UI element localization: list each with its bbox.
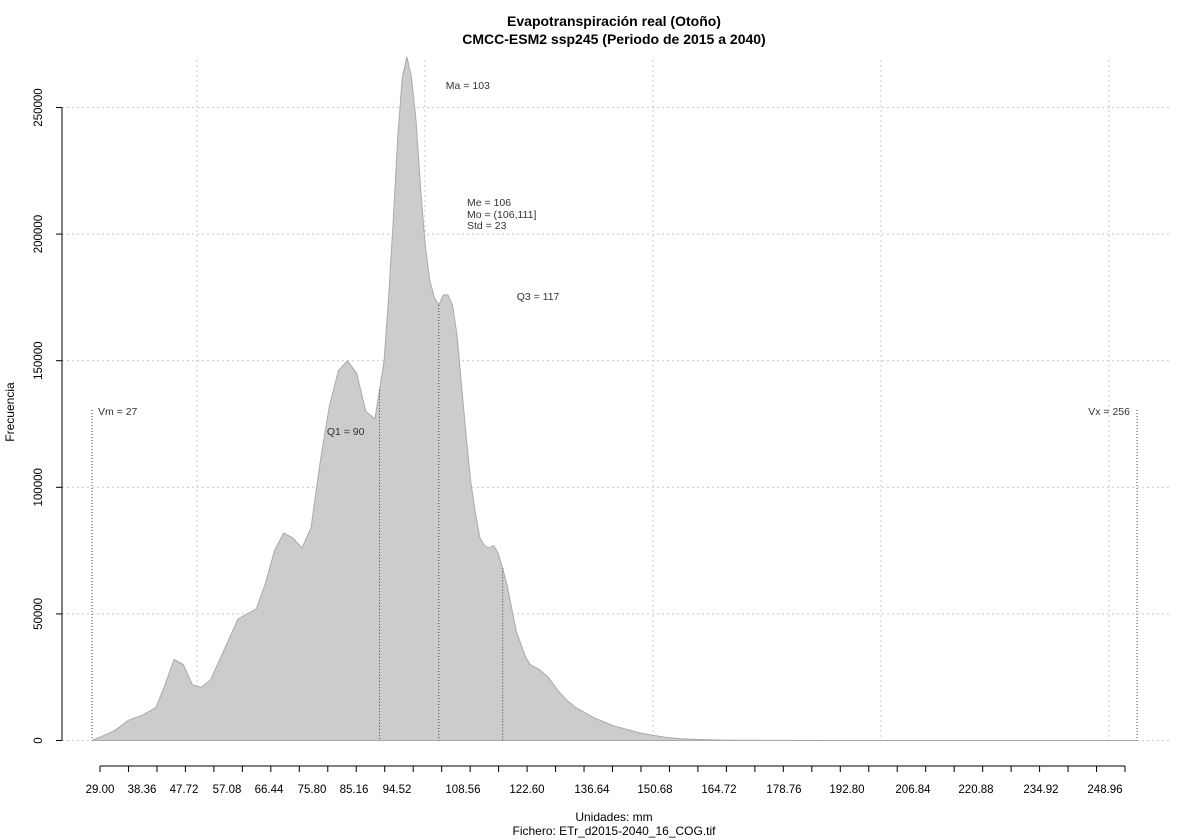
x-axis-title: Unidades: mm bbox=[575, 810, 652, 824]
y-tick-label: 150000 bbox=[33, 342, 45, 380]
marker-label-q3: Q3 = 117 bbox=[517, 291, 560, 303]
y-tick-label: 100000 bbox=[33, 468, 45, 506]
x-tick-label: 220.88 bbox=[958, 784, 993, 796]
axes: 0 50000 100000 150000 200000 250000 29.00 38.36… bbox=[33, 88, 1126, 796]
x-tick-label: 248.96 bbox=[1087, 784, 1122, 796]
x-tick-label: 29.00 bbox=[86, 784, 115, 796]
stat-std: Std = 23 bbox=[467, 220, 507, 232]
y-tick-label: 50000 bbox=[33, 598, 45, 630]
grid bbox=[62, 60, 1170, 741]
x-tick-label: 75.80 bbox=[298, 784, 327, 796]
x-tick-label: 164.72 bbox=[701, 784, 736, 796]
x-tick-label: 136.64 bbox=[574, 784, 610, 796]
density-shape bbox=[91, 56, 1137, 741]
x-tick-label: 234.92 bbox=[1023, 784, 1058, 796]
x-tick-label: 122.60 bbox=[509, 784, 544, 796]
stats-annotation: Me = 106 Mo = (106,111] Std = 23 bbox=[467, 197, 536, 232]
chart-subtitle: CMCC-ESM2 ssp245 (Periodo de 2015 a 2040… bbox=[462, 31, 765, 47]
x-tick-label: 57.08 bbox=[213, 784, 242, 796]
x-tick-label: 47.72 bbox=[170, 784, 199, 796]
chart-title: Evapotranspiración real (Otoño) bbox=[507, 13, 721, 29]
x-tick-label: 94.52 bbox=[383, 784, 412, 796]
marker-label-vm: Vm = 27 bbox=[98, 406, 138, 418]
marker-label-q1: Q1 = 90 bbox=[327, 426, 365, 438]
stat-median: Me = 106 bbox=[467, 197, 511, 209]
marker-lines: Vm = 27 Q1 = 90 Ma = 103 Q3 = 117 Vx = 256 bbox=[91, 80, 1138, 741]
stat-mode: Mo = (106,111] bbox=[467, 209, 536, 221]
caption: Fichero: ETr_d2015-2040_16_COG.tif bbox=[513, 824, 717, 838]
density-area bbox=[91, 56, 1137, 741]
x-tick-label: 108.56 bbox=[445, 784, 480, 796]
x-tick-label: 85.16 bbox=[340, 784, 369, 796]
y-tick-label: 0 bbox=[33, 737, 45, 743]
x-tick-label: 192.80 bbox=[829, 784, 864, 796]
x-tick-label: 38.36 bbox=[128, 784, 157, 796]
y-tick-label: 250000 bbox=[33, 88, 45, 126]
marker-label-vx: Vx = 256 bbox=[1088, 406, 1130, 418]
x-tick-label: 178.76 bbox=[766, 784, 801, 796]
marker-label-ma: Ma = 103 bbox=[446, 80, 490, 92]
x-tick-label: 66.44 bbox=[255, 784, 284, 796]
x-tick-label: 150.68 bbox=[637, 784, 672, 796]
y-axis-title: Frecuencia bbox=[3, 382, 17, 442]
x-tick-label: 206.84 bbox=[895, 784, 931, 796]
y-tick-label: 200000 bbox=[33, 215, 45, 253]
